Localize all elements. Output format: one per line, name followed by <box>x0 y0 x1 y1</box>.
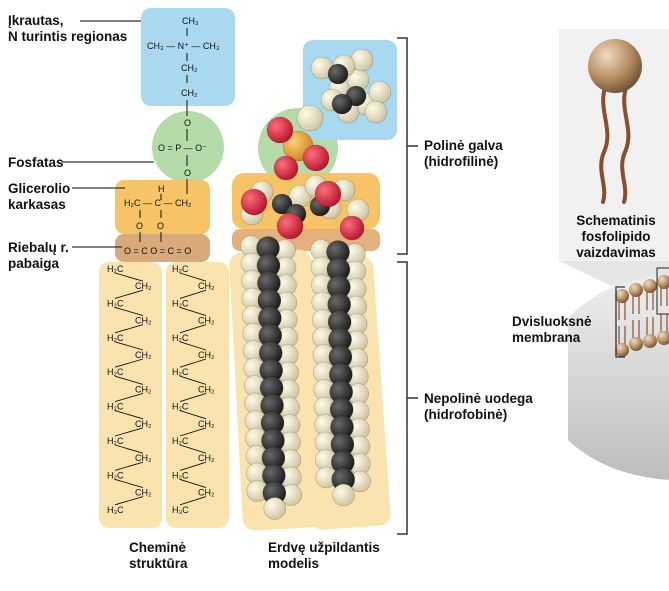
tail-1-carbon-4: H₂C <box>107 333 124 343</box>
membrane-callout-box <box>656 267 669 315</box>
label-chemical-structure: Cheminė struktūra <box>129 540 188 571</box>
sf-hydrogen-head-6 <box>368 80 392 104</box>
tail-1-carbon-2: H₂C <box>107 298 124 308</box>
schematic-head-icon <box>588 39 642 93</box>
tail-2-carbon-9: CH₂ <box>198 419 215 429</box>
svg-text:CH₃ — N⁺ — CH₃: CH₃ — N⁺ — CH₃ <box>147 41 220 51</box>
svg-text:O = C O = C = O: O = C O = C = O <box>124 246 191 256</box>
svg-text:H: H <box>158 184 165 194</box>
sf-carbon-head-0 <box>327 63 349 85</box>
label-glycerol-backbone: Glicerolio karkasas <box>8 181 71 212</box>
membrane-top-head-1 <box>629 283 643 297</box>
membrane-bottom-head-0 <box>615 343 629 357</box>
sf-carbon-head-2 <box>331 93 353 115</box>
tail-1-carbon-5: CH₂ <box>135 350 152 360</box>
membrane-bracket <box>615 286 625 358</box>
tail-2-carbon-10: H₂C <box>172 436 189 446</box>
tail-2-carbon-6: H₂C <box>172 367 189 377</box>
nonpolar-tail-bracket <box>397 261 418 535</box>
label-nonpolar-tail: Nepolinė uodega (hidrofobinė) <box>424 391 533 422</box>
tail-1-carbon-1: CH₂ <box>135 281 152 291</box>
membrane-top-head-0 <box>615 289 629 303</box>
membrane-bottom-head-3 <box>657 331 669 345</box>
tail-2-carbon-5: CH₂ <box>198 350 215 360</box>
polar-head-bracket <box>397 37 418 255</box>
tail-1-carbon-7: CH₂ <box>135 384 152 394</box>
sf-oxygen-4 <box>240 188 268 216</box>
tail-region-1 <box>99 262 162 528</box>
leader-lines <box>62 20 154 248</box>
sf-oxygen-5 <box>314 180 342 208</box>
tail-2-carbon-14: H₃C <box>172 505 189 515</box>
phosphate-region <box>152 111 224 183</box>
tail-1-carbon-11: CH₂ <box>135 453 152 463</box>
tail-1-carbon-9: CH₂ <box>135 419 152 429</box>
tail-2-carbon-13: CH₂ <box>198 488 215 498</box>
tail-2-carbon-1: CH₂ <box>198 281 215 291</box>
membrane-bottom-head-1 <box>629 337 643 351</box>
ester-region <box>115 234 210 262</box>
sf-oxygen-2 <box>302 144 330 172</box>
svg-text:CH₃: CH₃ <box>182 16 199 26</box>
tail-1-carbon-13: CH₂ <box>135 488 152 498</box>
label-bilayer-membrane: Dvisluoksnė membrana <box>512 314 592 345</box>
label-schematic-phospholipid: Schematinis fosfolipido vaizdavimas <box>576 213 656 260</box>
membrane-top-head-3 <box>657 275 669 289</box>
tail-1-carbon-8: H₂C <box>107 402 124 412</box>
glycerol-structure: H H₂C — C — CH₂ O O <box>124 184 192 242</box>
schematic-phospholipid <box>588 39 642 204</box>
phosphate-structure: O O = P — O⁻ O <box>158 118 207 194</box>
sf-oxygen-3 <box>273 155 299 181</box>
tail-region-2 <box>166 262 229 528</box>
label-space-filling-model: Erdvę užpildantis modelis <box>268 540 380 571</box>
tail-2-carbon-4: H₂C <box>172 333 189 343</box>
fatty-acid-chains: H₂C CH₂ H₂C CH₂ H₂C CH₂ H₂C CH₂ H₂C CH₂ H₂C CH₂ H₂C C… <box>107 264 215 515</box>
ester-structure: O = C O = C = O <box>124 246 191 256</box>
label-fatty-acid-end: Riebalų r. pabaiga <box>8 240 69 271</box>
tail-2-carbon-0: H₂C <box>172 264 189 274</box>
tail-1-carbon-14: H₃C <box>107 505 124 515</box>
tail-1-carbon-10: H₂C <box>107 436 124 446</box>
svg-text:CH₂: CH₂ <box>181 88 198 98</box>
sf-hydrogen-link <box>296 104 324 132</box>
sf-carbon-glycerol-0 <box>271 193 293 215</box>
tail-1-carbon-6: H₂C <box>107 367 124 377</box>
choline-structure: CH₃ CH₃ — N⁺ — CH₃ CH₂ CH₂ <box>147 16 220 116</box>
sf-oxygen-7 <box>339 215 365 241</box>
svg-text:O: O <box>184 168 191 178</box>
tail-2-carbon-11: CH₂ <box>198 453 215 463</box>
tail-2-carbon-3: CH₂ <box>198 316 215 326</box>
tail-2-carbon-8: H₂C <box>172 402 189 412</box>
svg-text:O: O <box>136 221 143 231</box>
label-polar-head: Polinė galva (hidrofilinė) <box>424 138 503 169</box>
sf-oxygen-1 <box>266 116 294 144</box>
tail-2-carbon-7: CH₂ <box>198 384 215 394</box>
svg-text:O: O <box>157 221 164 231</box>
t1-end <box>263 497 287 520</box>
membrane-bilayer <box>568 267 669 480</box>
svg-text:CH₂: CH₂ <box>181 63 198 73</box>
space-filling-atoms <box>240 48 392 520</box>
glycerol-region <box>115 180 210 234</box>
svg-text:H₂C — C — CH₂: H₂C — C — CH₂ <box>124 198 192 208</box>
tail-1-carbon-12: H₂C <box>107 470 124 480</box>
tail-1-carbon-3: CH₂ <box>135 316 152 326</box>
label-charged-group: Įkrautas, N turintis regionas <box>8 13 128 44</box>
membrane-bottom-head-2 <box>643 334 657 348</box>
tail-2-carbon-12: H₂C <box>172 470 189 480</box>
sf-oxygen-6 <box>276 212 304 240</box>
svg-text:O: O <box>184 118 191 128</box>
sf-hydrogen-head-9 <box>364 100 388 124</box>
tail-2-carbon-2: H₂C <box>172 298 189 308</box>
membrane-top-head-2 <box>643 279 657 293</box>
label-phosphate: Fosfatas <box>8 155 64 170</box>
svg-text:O = P — O⁻: O = P — O⁻ <box>158 143 207 153</box>
t2-end <box>332 483 355 507</box>
choline-region <box>141 8 235 106</box>
tail-1-carbon-0: H₂C <box>107 264 124 274</box>
